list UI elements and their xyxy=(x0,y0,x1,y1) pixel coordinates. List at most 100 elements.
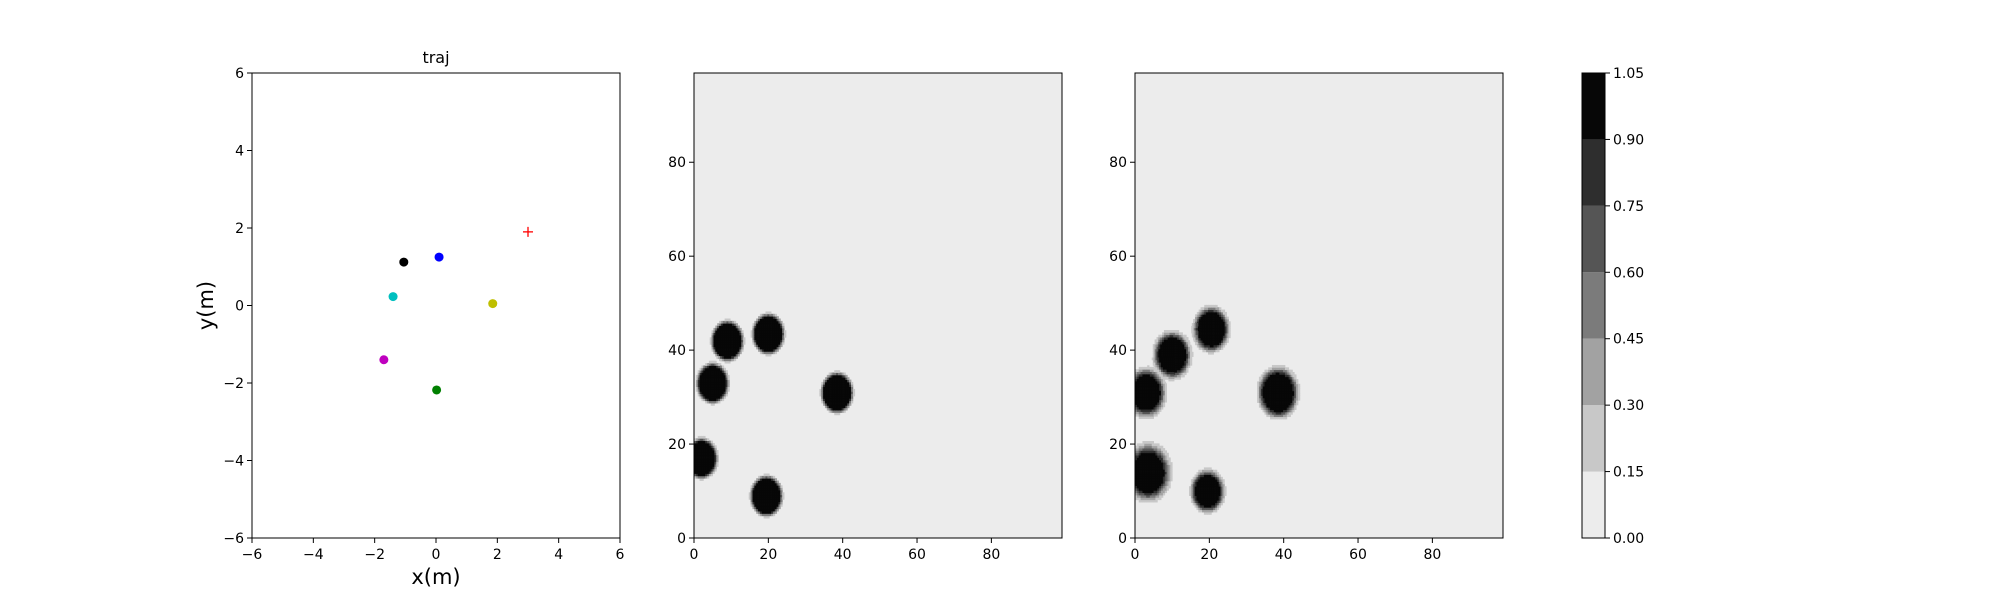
heatmap-cell xyxy=(759,494,763,498)
heatmap-cell xyxy=(1159,459,1162,463)
heatmap-cell xyxy=(713,339,716,343)
heatmap-cell xyxy=(705,450,708,453)
heatmap-cell xyxy=(763,318,766,322)
heatmap-cell xyxy=(1260,386,1264,389)
heatmap-cell xyxy=(780,320,783,324)
heatmap-cell xyxy=(1268,386,1271,389)
heatmap-cell xyxy=(1180,362,1183,366)
heatmap-cell xyxy=(763,506,766,510)
heatmap-cell xyxy=(1175,332,1178,336)
heatmap-cell xyxy=(699,461,702,465)
heatmap-cell xyxy=(1144,483,1147,487)
heatmap-cell xyxy=(1188,346,1191,350)
heatmap-cell xyxy=(1217,342,1220,346)
heatmap-cell xyxy=(1196,316,1200,320)
heatmap-cell xyxy=(1176,346,1180,350)
heatmap-cell xyxy=(1140,457,1143,461)
heatmap-cell xyxy=(826,396,830,399)
heatmap-cell xyxy=(1260,400,1264,403)
heatmap-cell xyxy=(712,468,715,472)
heatmap-cell xyxy=(1166,478,1169,482)
heatmap-cell xyxy=(703,452,706,456)
heatmap-cell xyxy=(1196,311,1200,315)
heatmap-cell xyxy=(1288,374,1291,378)
heatmap-cell xyxy=(1159,369,1162,372)
heatmap-cell xyxy=(1154,344,1157,347)
heatmap-cell xyxy=(824,393,828,397)
heatmap-cell xyxy=(1162,392,1166,396)
heatmap-cell xyxy=(1176,337,1180,340)
heatmap-cell xyxy=(780,337,783,341)
heatmap-cell xyxy=(1279,364,1282,368)
heatmap-cell xyxy=(728,344,731,348)
traj-plot-area xyxy=(252,73,620,538)
heatmap-cell xyxy=(1162,373,1166,377)
y-tick-label: 2 xyxy=(235,221,244,237)
heatmap-cell xyxy=(1275,379,1278,382)
heatmap-cell xyxy=(728,330,731,334)
heatmap-cell xyxy=(821,381,824,385)
heatmap-cell xyxy=(839,393,843,397)
heatmap-cell xyxy=(847,398,850,402)
heatmap-cell xyxy=(1226,323,1229,327)
heatmap-cell xyxy=(715,339,718,343)
heatmap-cell xyxy=(1283,411,1286,415)
heatmap-cell xyxy=(703,391,706,395)
heatmap-cell xyxy=(824,396,828,399)
heatmap-cell xyxy=(697,475,700,479)
heatmap-cell xyxy=(1136,471,1140,475)
heatmap-cell xyxy=(1213,323,1216,327)
heatmap-cell xyxy=(710,471,713,474)
heatmap-cell xyxy=(1220,335,1224,339)
heatmap-cell xyxy=(1190,500,1194,504)
heatmap-cell xyxy=(735,356,739,359)
heatmap-cell xyxy=(1168,362,1171,365)
heatmap-cell xyxy=(1224,490,1227,494)
heatmap-cell xyxy=(841,393,844,397)
heatmap-cell xyxy=(1157,495,1160,498)
heatmap-cell xyxy=(780,485,783,489)
heatmap-cell xyxy=(1281,381,1284,385)
heatmap-cell xyxy=(836,372,839,376)
heatmap-cell xyxy=(824,405,828,409)
heatmap-cell xyxy=(759,349,763,352)
heatmap-cell xyxy=(1146,450,1149,454)
heatmap-cell xyxy=(1279,402,1282,406)
heatmap-cell xyxy=(1159,371,1162,375)
heatmap-cell xyxy=(1224,340,1227,343)
heatmap-cell xyxy=(1268,400,1271,403)
heatmap-cell xyxy=(1138,450,1141,454)
heatmap-cell xyxy=(819,388,822,392)
heatmap-cell xyxy=(714,393,717,397)
heatmap-cell xyxy=(1146,404,1149,408)
heatmap-cell xyxy=(1148,497,1151,501)
heatmap-cell xyxy=(1284,407,1288,411)
heatmap-cell xyxy=(834,403,837,406)
heatmap-cell xyxy=(1149,404,1153,408)
heatmap-cell xyxy=(759,332,763,336)
heatmap-cell xyxy=(710,396,713,399)
heatmap-cell xyxy=(1206,344,1209,348)
heatmap-cell xyxy=(1155,402,1158,405)
heatmap-cell xyxy=(1215,344,1218,348)
heatmap-cell xyxy=(821,396,824,399)
heatmap-cell xyxy=(1279,367,1282,371)
heatmap-cell xyxy=(1166,466,1169,470)
heatmap-cell xyxy=(767,508,770,512)
heatmap-cell xyxy=(1257,395,1260,399)
heatmap-cell xyxy=(703,393,706,397)
heatmap-cell xyxy=(1217,330,1220,334)
heatmap-cell xyxy=(1142,376,1145,380)
heatmap-cell xyxy=(1196,321,1200,325)
heatmap-cell xyxy=(727,384,730,388)
heatmap-cell xyxy=(1200,330,1203,334)
heatmap-cell xyxy=(1159,373,1162,377)
heatmap-cell xyxy=(714,360,717,364)
heatmap-cell xyxy=(1155,466,1158,470)
heatmap-cell xyxy=(1182,337,1185,340)
heatmap-cell xyxy=(1271,409,1275,413)
heatmap-cell xyxy=(765,475,768,479)
heatmap-cell xyxy=(1161,483,1164,487)
heatmap-cell xyxy=(719,320,722,324)
heatmap-cell xyxy=(1258,393,1262,396)
